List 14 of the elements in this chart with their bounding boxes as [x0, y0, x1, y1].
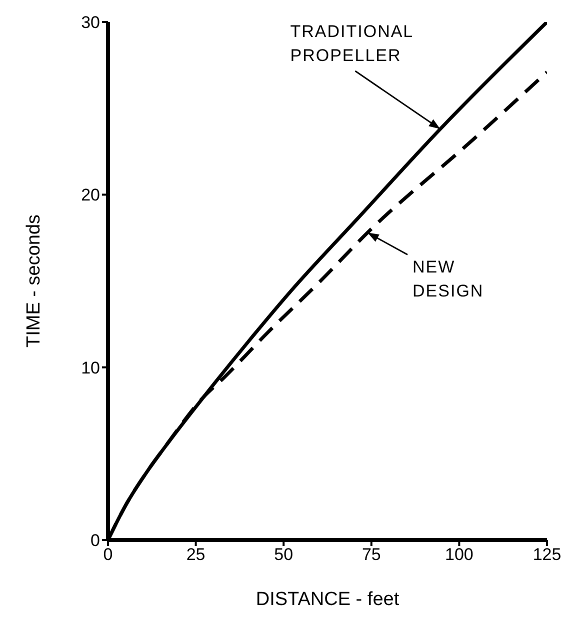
y-axis-title: TIME - seconds — [24, 214, 45, 348]
y-tick-label: 20 — [81, 186, 100, 205]
x-tick-label: 25 — [186, 545, 206, 564]
annotation: NEW DESIGN — [412, 258, 484, 301]
y-tick-label: 10 — [81, 358, 100, 378]
y-tick-label: 30 — [81, 13, 100, 32]
annotation: TRADITIONAL PROPELLER — [290, 22, 414, 66]
x-tick-label: 0 — [103, 545, 113, 564]
x-tick-label: 75 — [362, 545, 381, 564]
x-tick-label: 100 — [445, 545, 474, 564]
x-tick-label: 125 — [532, 545, 562, 564]
x-tick-label: 50 — [274, 545, 294, 564]
x-axis-title: DISTANCE - feet — [256, 589, 400, 610]
y-tick-label: 0 — [90, 531, 100, 550]
